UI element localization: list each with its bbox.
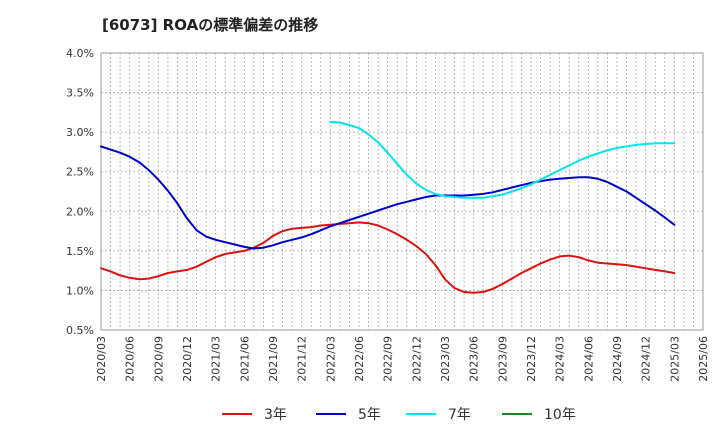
series-lines xyxy=(100,120,676,294)
x-tick-label: 2021/09 xyxy=(267,336,280,382)
x-tick-label: 2020/03 xyxy=(95,336,108,382)
plot-area xyxy=(100,52,704,331)
x-tick-label: 2020/09 xyxy=(152,336,165,382)
legend-label: 3年 xyxy=(264,407,287,423)
x-tick-label: 2024/06 xyxy=(582,336,595,382)
x-tick-label: 2024/09 xyxy=(611,336,624,382)
y-tick-label: 1.5% xyxy=(66,245,94,258)
x-tick-label: 2022/03 xyxy=(324,336,337,382)
x-tick-label: 2021/06 xyxy=(238,336,251,382)
x-tick-label: 2024/03 xyxy=(554,336,567,382)
y-tick-label: 3.5% xyxy=(66,87,94,100)
y-tick-label: 2.5% xyxy=(66,166,94,179)
y-tick-label: 4.0% xyxy=(66,47,94,60)
x-tick-label: 2020/12 xyxy=(181,336,194,382)
series-line xyxy=(100,221,676,294)
x-axis: 2020/03 2020/06 2020/09 2020/12 2021/03 2021/… xyxy=(95,336,710,382)
legend-label: 5年 xyxy=(358,407,381,423)
legend-label: 10年 xyxy=(544,407,576,423)
y-tick-label: 0.5% xyxy=(66,324,94,337)
series-line xyxy=(100,145,676,250)
x-tick-label: 2021/12 xyxy=(296,336,309,382)
x-tick-label: 2022/06 xyxy=(353,336,366,382)
x-tick-label: 2025/03 xyxy=(668,336,681,382)
x-tick-label: 2021/03 xyxy=(210,336,223,382)
x-tick-label: 2023/09 xyxy=(496,336,509,382)
x-tick-label: 2025/06 xyxy=(697,336,710,382)
series-line xyxy=(329,120,676,199)
y-tick-label: 2.0% xyxy=(66,205,94,218)
y-tick-label: 3.0% xyxy=(66,126,94,139)
x-tick-label: 2022/12 xyxy=(410,336,423,382)
y-axis: 0.5% 1.0% 1.5% 2.0% 2.5% 3.0% 3.5% 4.0% xyxy=(66,47,94,337)
legend: 3年 5年 7年 10年 xyxy=(222,407,576,423)
y-tick-label: 1.0% xyxy=(66,284,94,297)
x-tick-label: 2024/12 xyxy=(640,336,653,382)
x-tick-label: 2020/06 xyxy=(124,336,137,382)
x-tick-label: 2023/12 xyxy=(525,336,538,382)
x-tick-label: 2023/06 xyxy=(468,336,481,382)
grid-lines xyxy=(101,53,703,330)
x-tick-label: 2023/03 xyxy=(439,336,452,382)
chart-title: [6073] ROAの標準偏差の推移 xyxy=(102,16,319,34)
x-tick-label: 2022/09 xyxy=(382,336,395,382)
legend-label: 7年 xyxy=(448,407,471,423)
